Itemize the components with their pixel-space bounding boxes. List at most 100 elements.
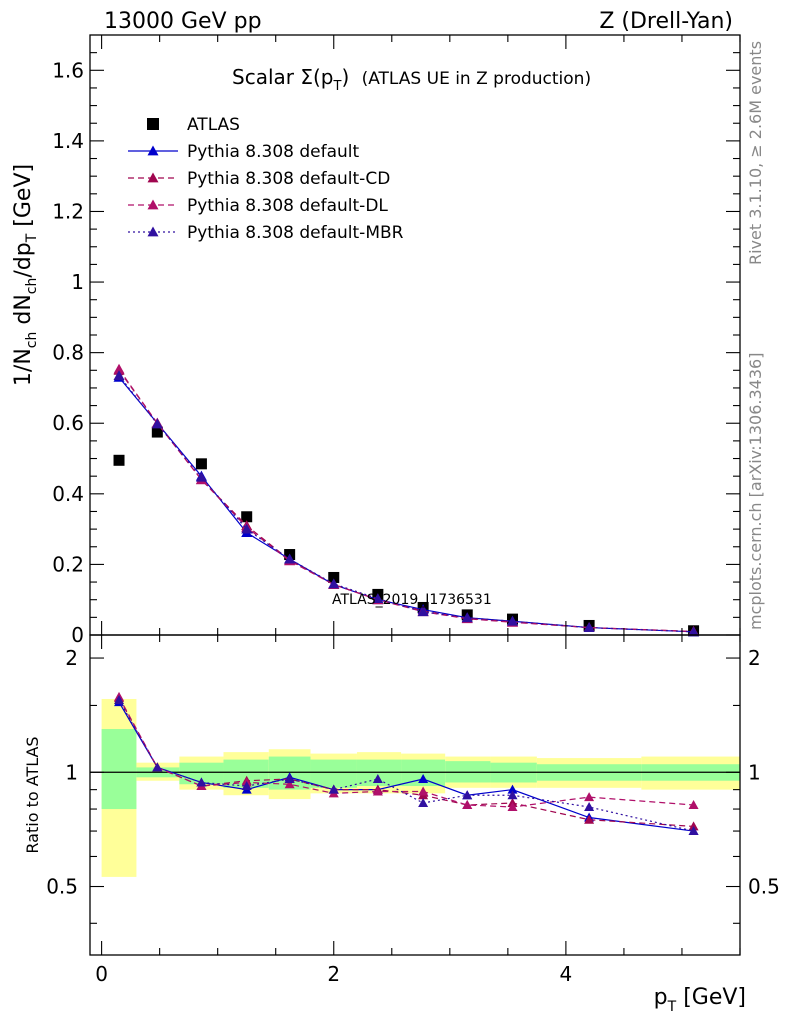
- main-y-ticks: 0 0.2 0.4 0.6 0.8 1 1.2 1.4 1.6: [52, 35, 741, 647]
- y-tick-label: 1.2: [52, 199, 84, 223]
- x-tick-label: 4: [560, 962, 573, 986]
- data-point: [195, 471, 207, 482]
- ratio-data-point: [462, 799, 473, 809]
- legend-label: Pythia 8.308 default-MBR: [187, 223, 404, 243]
- ratio-data-point: [584, 814, 595, 824]
- data-point: [583, 622, 595, 632]
- ratio-data-point: [584, 802, 595, 812]
- uncertainty-band-inner: [310, 759, 357, 788]
- ratio-marks: [114, 691, 699, 836]
- data-point: [328, 571, 340, 583]
- data-point: [688, 626, 700, 637]
- legend: ATLAS Pythia 8.308 default Pythia 8.308 de…: [128, 115, 404, 243]
- ratio-ticks: 0.5 0.5 1 1 2 2 0 2 4: [46, 635, 780, 986]
- ratio-data-point: [418, 797, 429, 807]
- ratio-data-point: [372, 774, 383, 784]
- ratio-data-point: [462, 790, 473, 800]
- legend-item-pythia-8-308-default: Pythia 8.308 default: [128, 142, 360, 162]
- y-tick-label: 0.8: [52, 341, 84, 365]
- x-tick-label: 2: [327, 962, 340, 986]
- data-point: [113, 454, 125, 466]
- data-point: [328, 578, 340, 589]
- data-point: [241, 523, 253, 534]
- header-right: Z (Drell-Yan): [599, 9, 733, 34]
- legend-marker: [147, 145, 159, 156]
- ratio-series-pythia-8-308-default-dl: [114, 691, 699, 812]
- header-left: 13000 GeV pp: [104, 9, 262, 34]
- series-pythia-8-308-default-mbr: [113, 370, 700, 637]
- watermark: ATLAS_2019_I1736531: [332, 592, 492, 608]
- ratio-y-axis-label: Ratio to ATLAS: [23, 736, 42, 853]
- ratio-y-tick-label-right: 0.5: [748, 875, 780, 899]
- ratio-y-tick-label: 2: [65, 646, 78, 670]
- plot-title-note: (ATLAS UE in Z production): [362, 69, 591, 89]
- ratio-data-point: [152, 762, 163, 772]
- ratio-data-point: [328, 784, 339, 794]
- plot-title: Scalar Σ(pT) (ATLAS UE in Z production): [232, 65, 591, 94]
- series-line: [118, 368, 694, 633]
- plot-title-main: Scalar Σ(p: [232, 65, 333, 89]
- data-point: [417, 606, 429, 617]
- ratio-panel: 0.5 0.5 1 1 2 2 0 2 4: [46, 634, 780, 986]
- data-point: [284, 553, 296, 564]
- mcplots-label: mcplots.cern.ch [arXiv:1306.3436]: [746, 353, 765, 630]
- legend-label: ATLAS: [187, 115, 240, 135]
- ratio-series-pythia-8-308-default-mbr: [114, 695, 699, 836]
- plot-title-sub: T: [332, 79, 341, 94]
- ratio-data-point: [196, 777, 207, 787]
- ratio-y-tick-label-right: 2: [748, 646, 761, 670]
- legend-item-pythia-8-308-default-cd: Pythia 8.308 default-CD: [128, 169, 390, 189]
- ratio-data-point: [688, 826, 699, 836]
- legend-marker: [147, 172, 159, 183]
- ratio-data-point: [688, 799, 699, 809]
- rivet-label: Rivet 3.1.10, ≥ 2.6M events: [746, 41, 765, 265]
- ratio-bands: [90, 698, 740, 877]
- plot-title-close: ): [341, 65, 349, 89]
- data-point: [151, 426, 163, 438]
- legend-label: Pythia 8.308 default: [187, 142, 360, 162]
- y-tick-label: 0.2: [52, 552, 84, 576]
- main-marks: [113, 363, 700, 637]
- data-point: [113, 370, 125, 380]
- legend-label: Pythia 8.308 default-CD: [187, 169, 390, 189]
- data-point: [372, 593, 384, 604]
- ratio-data-point: [507, 790, 518, 800]
- main-panel: 0 0.2 0.4 0.6 0.8 1 1.2 1.4 1.6 Scalar Σ(pT) (AT…: [52, 34, 741, 647]
- ratio-y-tick-label: 0.5: [46, 875, 78, 899]
- ratio-frame: [89, 634, 741, 956]
- y-tick-label: 0: [71, 623, 84, 647]
- y-tick-label: 1.4: [52, 129, 84, 153]
- ratio-data-point: [284, 774, 295, 784]
- ratio-y-tick-label-right: 1: [748, 760, 761, 784]
- y-tick-label: 0.4: [52, 482, 84, 506]
- data-point: [507, 615, 518, 626]
- ratio-data-point: [284, 779, 295, 789]
- ratio-y-tick-label: 1: [65, 760, 78, 784]
- ratio-data-point: [688, 821, 699, 831]
- ratio-data-point: [418, 774, 429, 784]
- y-tick-label: 0.6: [52, 411, 84, 435]
- data-point: [461, 612, 473, 623]
- data-point: [113, 363, 125, 374]
- data-point: [241, 511, 253, 523]
- y-tick-label: 1.6: [52, 58, 84, 82]
- legend-item-atlas: ATLAS: [147, 115, 240, 135]
- ratio-series-line: [118, 696, 694, 808]
- ratio-data-point: [584, 792, 595, 802]
- uncertainty-band-inner: [101, 729, 137, 810]
- data-point: [151, 418, 163, 429]
- ratio-data-point: [507, 802, 518, 812]
- ratio-series-line: [118, 699, 694, 832]
- data-point: [195, 458, 207, 470]
- legend-label: Pythia 8.308 default-DL: [187, 196, 388, 216]
- ratio-data-point: [507, 784, 518, 794]
- x-tick-label: 0: [95, 962, 108, 986]
- ratio-data-point: [372, 786, 383, 796]
- ratio-data-point: [114, 695, 125, 705]
- y-tick-label: 1: [71, 270, 84, 294]
- x-axis-label: pT [GeV]: [654, 985, 746, 1015]
- ratio-data-point: [418, 786, 429, 796]
- legend-item-pythia-8-308-default-mbr: Pythia 8.308 default-MBR: [128, 223, 404, 243]
- main-y-axis-label: 1/Nch dNch/dpT [GeV]: [11, 164, 40, 386]
